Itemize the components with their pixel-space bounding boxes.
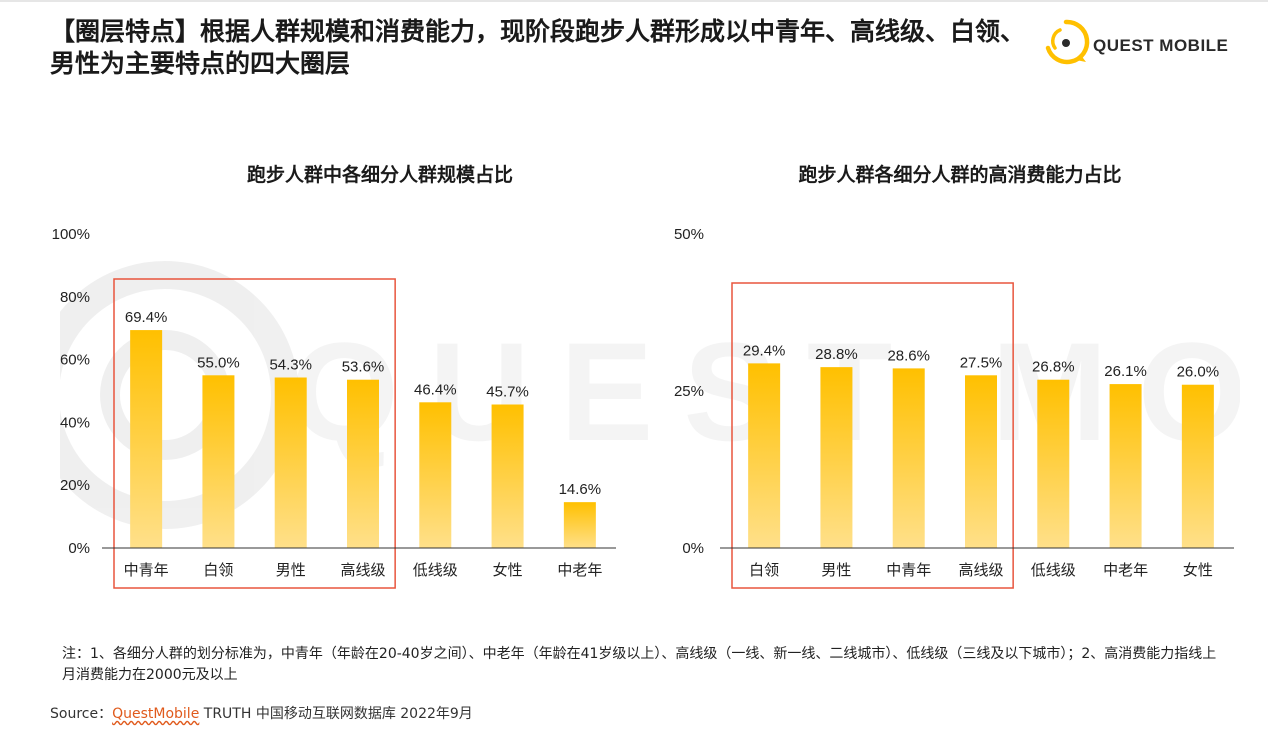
x-category-label: 低线级 bbox=[413, 561, 458, 579]
source-rest: TRUTH 中国移动互联网数据库 2022年9月 bbox=[199, 706, 473, 722]
bar-高线级 bbox=[965, 375, 997, 548]
bar-白领 bbox=[202, 375, 235, 548]
data-label: 55.0% bbox=[197, 354, 240, 371]
data-label: 28.8% bbox=[815, 346, 858, 363]
bar-低线级 bbox=[419, 402, 452, 548]
data-label: 26.1% bbox=[1104, 363, 1147, 380]
data-label: 27.5% bbox=[960, 354, 1003, 371]
data-label: 29.4% bbox=[743, 342, 786, 359]
y-tick-label: 40% bbox=[60, 414, 90, 431]
bar-中老年 bbox=[563, 502, 596, 548]
data-label: 26.0% bbox=[1177, 364, 1220, 381]
x-category-label: 白领 bbox=[203, 561, 233, 579]
source-brand: QuestMobile bbox=[112, 706, 200, 722]
footnote: 注：1、各细分人群的划分标准为，中青年（年龄在20-40岁之间）、中老年（年龄在… bbox=[62, 646, 1217, 683]
x-category-label: 男性 bbox=[821, 561, 851, 579]
data-label: 54.3% bbox=[269, 356, 312, 373]
data-label: 26.8% bbox=[1032, 359, 1075, 376]
y-tick-label: 0% bbox=[68, 540, 90, 557]
bar-中老年 bbox=[1109, 384, 1142, 548]
bar-中青年 bbox=[892, 368, 925, 548]
source-prefix: Source： bbox=[50, 706, 113, 722]
x-category-label: 低线级 bbox=[1031, 561, 1076, 579]
y-tick-label: 0% bbox=[682, 540, 704, 557]
x-category-label: 男性 bbox=[276, 561, 306, 579]
chart-scale-share: 0% 20% 40% 60% 80% 100% 69.4% 中青年 55.0% 白领 54.3% 男性… bbox=[52, 226, 616, 589]
chart-title-spending: 跑步人群各细分人群的高消费能力占比 bbox=[798, 164, 1122, 186]
bar-白领 bbox=[748, 363, 781, 548]
questmobile-logo-icon bbox=[1045, 19, 1090, 65]
x-category-label: 中青年 bbox=[124, 561, 169, 579]
data-label: 69.4% bbox=[125, 309, 168, 326]
highlight-box bbox=[731, 282, 1014, 589]
x-category-label: 白领 bbox=[749, 561, 779, 579]
x-category-label: 女性 bbox=[493, 561, 523, 579]
chart-title-scale: 跑步人群中各细分人群规模占比 bbox=[246, 164, 513, 186]
data-label: 46.4% bbox=[414, 381, 457, 398]
bar-女性 bbox=[491, 404, 524, 548]
data-label: 14.6% bbox=[559, 481, 602, 498]
logo-text: QUEST MOBILE bbox=[1093, 36, 1229, 55]
data-label: 28.6% bbox=[887, 347, 930, 364]
x-category-label: 高线级 bbox=[340, 561, 385, 579]
source-line: Source：QuestMobile TRUTH 中国移动互联网数据库 2022… bbox=[50, 703, 473, 723]
x-category-label: 女性 bbox=[1183, 561, 1213, 579]
data-label: 53.6% bbox=[342, 359, 385, 376]
bar-女性 bbox=[1181, 384, 1214, 548]
bar-男性 bbox=[820, 367, 853, 548]
top-divider bbox=[0, 0, 1268, 2]
questmobile-logo bbox=[1045, 19, 1090, 65]
x-category-label: 高线级 bbox=[958, 561, 1003, 579]
chart-high-spending-share: 0% 25% 50% 29.4% 白领 28.8% 男性 28.6% 中青年 27.5% 高线级 26… bbox=[674, 226, 1234, 589]
y-tick-label: 50% bbox=[674, 226, 704, 243]
y-tick-label: 60% bbox=[60, 352, 90, 369]
bar-低线级 bbox=[1037, 379, 1070, 548]
y-tick-label: 20% bbox=[60, 477, 90, 494]
x-category-label: 中老年 bbox=[557, 561, 602, 579]
bar-中青年 bbox=[130, 330, 163, 548]
y-tick-label: 80% bbox=[60, 289, 90, 306]
bar-男性 bbox=[274, 377, 307, 548]
x-category-label: 中老年 bbox=[1103, 561, 1148, 579]
y-tick-label: 25% bbox=[674, 383, 704, 400]
highlight-box bbox=[113, 278, 396, 589]
y-tick-label: 100% bbox=[52, 226, 90, 243]
bar-高线级 bbox=[347, 379, 379, 548]
data-label: 45.7% bbox=[486, 384, 529, 401]
page-title: 【圈层特点】根据人群规模和消费能力，现阶段跑步人群形成以中青年、高线级、白领、男… bbox=[50, 17, 1026, 78]
x-category-label: 中青年 bbox=[886, 561, 931, 579]
